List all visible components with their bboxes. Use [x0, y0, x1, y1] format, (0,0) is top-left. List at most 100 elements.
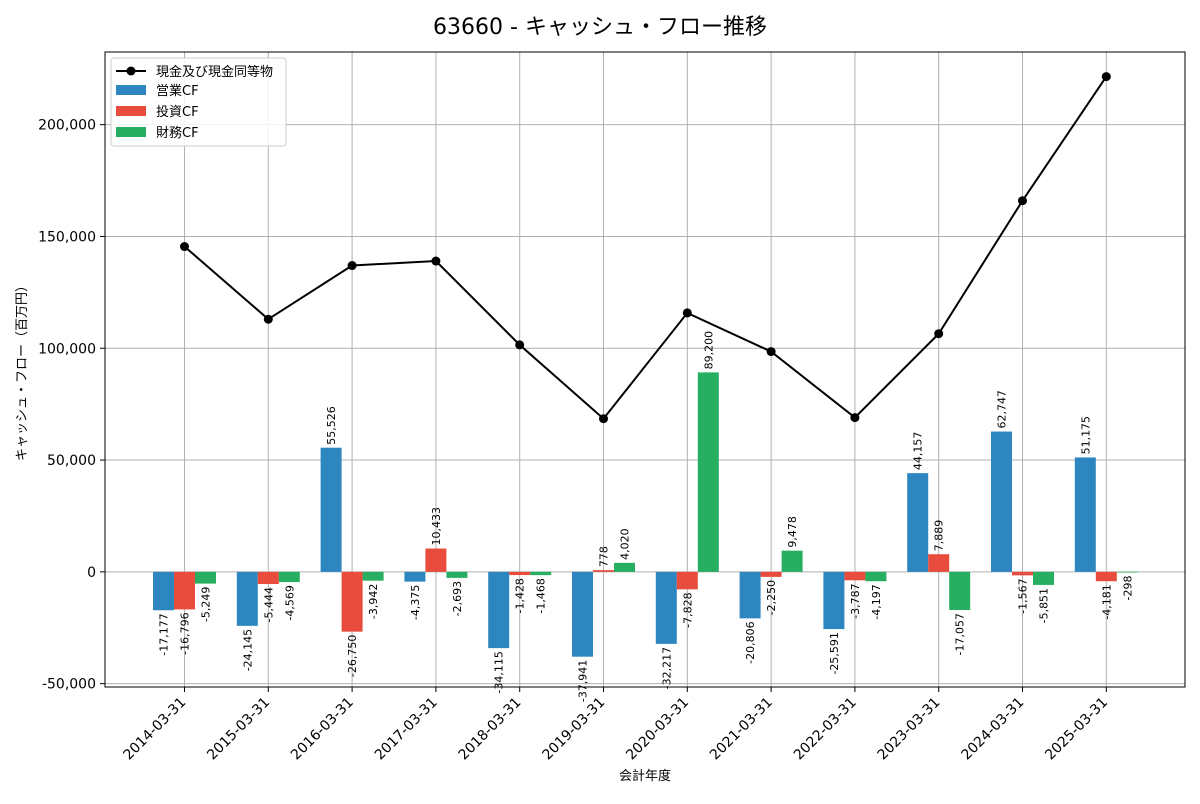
- bar-value-label: -1,567: [1017, 578, 1030, 613]
- bar-value-label: -1,428: [514, 578, 527, 613]
- x-tick-label: 2014-03-31: [120, 695, 189, 764]
- bar-investing: [425, 548, 447, 572]
- cash-line-point: [682, 308, 692, 318]
- x-axis: 2014-03-31 2015-03-31 2016-03-31 2017-03-31…: [120, 687, 1111, 763]
- legend-swatch-operating: [116, 85, 146, 95]
- bar-value-label: -4,569: [283, 585, 296, 620]
- cash-line-point: [180, 242, 189, 252]
- bar-investing: [174, 571, 195, 610]
- cash-line-point: [850, 413, 860, 423]
- bar-value-label: 7,889: [933, 520, 946, 552]
- bar-value-label: -34,115: [493, 651, 506, 693]
- bar-value-label: -2,250: [765, 580, 778, 615]
- bar-financing: [278, 571, 300, 583]
- cash-line-point: [1018, 196, 1027, 206]
- bar-value-label: 62,747: [996, 390, 1009, 429]
- bar-value-label: -32,217: [660, 647, 673, 689]
- bar-value-label: 51,175: [1079, 416, 1092, 455]
- bar-value-label: 4,020: [619, 528, 632, 560]
- bar-financing: [446, 571, 468, 578]
- bar-value-label: 778: [598, 546, 611, 567]
- legend-label-financing: 財務CF: [156, 126, 199, 141]
- bar-financing: [697, 372, 719, 572]
- cash-line: [180, 72, 1111, 424]
- bar-investing: [257, 571, 279, 585]
- bar-financing: [1033, 571, 1054, 585]
- cash-line-point: [515, 340, 525, 350]
- bar-financing: [949, 571, 971, 610]
- bar-financing: [781, 550, 803, 572]
- bar-operating: [153, 571, 174, 611]
- bar-financing: [530, 571, 552, 576]
- bar-operating: [739, 571, 761, 619]
- cash-line-point: [431, 256, 441, 266]
- x-tick-label: 2018-03-31: [456, 695, 525, 764]
- x-axis-label: 会計年度: [619, 768, 671, 784]
- legend-swatch-financing: [116, 127, 146, 137]
- x-tick-label: 2017-03-31: [372, 695, 441, 764]
- bar-investing: [844, 571, 866, 581]
- bar-operating: [823, 571, 845, 630]
- bar-operating: [907, 473, 929, 572]
- cash-line-point: [347, 261, 357, 271]
- bar-value-label: -5,851: [1038, 588, 1051, 623]
- bar-value-label: -37,941: [577, 660, 590, 702]
- x-tick-label: 2015-03-31: [204, 695, 273, 764]
- bar-value-label: -298: [1121, 576, 1134, 601]
- y-tick-label: 150,000: [38, 229, 96, 245]
- legend-label-investing: 投資CF: [156, 104, 199, 120]
- bar-operating: [404, 571, 426, 582]
- plot-frame: [104, 51, 1186, 688]
- y-tick-label: 100,000: [38, 341, 96, 357]
- bar-value-label: -4,375: [409, 585, 422, 620]
- bar-value-label: -16,796: [179, 612, 192, 654]
- y-tick-label: 200,000: [38, 118, 96, 134]
- x-tick-label: 2019-03-31: [539, 695, 608, 764]
- bar-value-label: -5,444: [262, 587, 275, 622]
- bar-operating: [1074, 457, 1096, 572]
- bar-value-label: 10,433: [430, 507, 443, 546]
- y-tick-label: 50,000: [47, 453, 96, 469]
- bar-investing: [760, 571, 782, 577]
- bar-value-label: -3,942: [367, 584, 380, 619]
- bar-investing: [341, 571, 363, 632]
- bar-financing: [362, 571, 384, 581]
- bar-value-label: -24,145: [241, 629, 254, 671]
- bar-value-label: -25,591: [828, 632, 841, 674]
- x-tick-label: 2023-03-31: [875, 695, 944, 764]
- bar-value-label: -4,197: [870, 584, 883, 619]
- y-axis-label: キャッシュ・フロー（百万円）: [15, 279, 30, 461]
- x-tick-label: 2025-03-31: [1042, 695, 1111, 764]
- bar-investing: [509, 571, 531, 576]
- bar-labels: -17,177 -24,145 55,526 -4,375 -34,115 -37,941…: [158, 331, 1135, 702]
- cash-line-point: [1101, 72, 1111, 82]
- bar-financing: [614, 562, 635, 572]
- bar-operating: [320, 447, 342, 572]
- bar-value-label: 9,478: [786, 516, 799, 548]
- bar-value-label: -20,806: [744, 621, 757, 663]
- bar-investing: [593, 570, 614, 572]
- bars: [153, 372, 1138, 657]
- bar-investing: [928, 554, 950, 572]
- y-tick-label: 0: [87, 565, 96, 581]
- bar-value-label: -17,177: [158, 613, 171, 655]
- legend: 現金及び現金同等物 営業CF 投資CF 財務CF: [110, 57, 287, 147]
- cash-line-point: [263, 314, 273, 324]
- x-tick-label: 2020-03-31: [623, 695, 692, 764]
- x-tick-label: 2022-03-31: [791, 695, 860, 764]
- bar-value-label: 55,526: [325, 406, 338, 445]
- bar-financing: [195, 571, 216, 584]
- bar-value-label: -3,787: [849, 583, 862, 618]
- legend-swatch-investing: [116, 106, 146, 116]
- x-tick-label: 2024-03-31: [958, 695, 1027, 764]
- bar-value-label: -2,693: [451, 581, 464, 616]
- legend-label-operating: 営業CF: [156, 83, 199, 99]
- bar-value-label: -26,750: [346, 635, 359, 677]
- bar-operating: [655, 571, 677, 644]
- bar-value-label: -1,468: [535, 578, 548, 613]
- legend-label-cash: 現金及び現金同等物: [156, 64, 273, 80]
- cash-line-point: [766, 347, 776, 357]
- bar-value-label: -7,828: [681, 592, 694, 627]
- bar-operating: [488, 571, 510, 649]
